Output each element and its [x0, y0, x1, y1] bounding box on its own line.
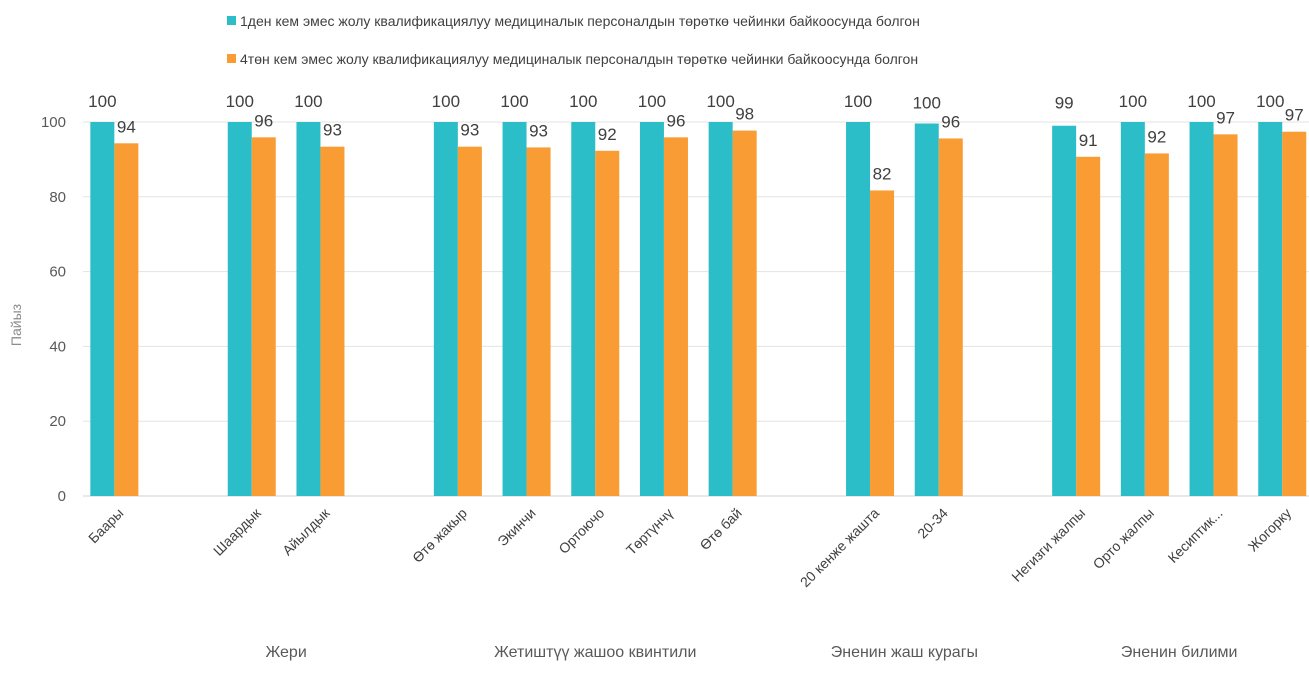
bar-series-1-өтө-жакыр — [433, 122, 458, 496]
x-tick-label-жогорку: Жогорку — [1245, 505, 1295, 555]
bar-series-2-баары — [114, 143, 139, 496]
bar-series-1-кесиптик — [1189, 122, 1214, 496]
x-tick-label-20-кенже-жашта: 20 кенже жашта — [797, 505, 883, 591]
data-label-series-1-ортоючо: 100 — [569, 92, 597, 111]
data-label-series-2-жогорку: 97 — [1285, 106, 1304, 125]
data-label-series-2-экинчи: 93 — [529, 121, 548, 140]
legend-swatch-series-2 — [227, 54, 236, 63]
x-tick-label-экинчи: Экинчи — [494, 505, 538, 549]
x-tick-label-өтө-жакыр: Өтө жакыр — [409, 505, 470, 566]
bar-series-2-кесиптик — [1213, 134, 1238, 497]
legend-label-series-2: 4төн кем эмес жолу квалификациялуу медиц… — [240, 51, 918, 67]
y-tick-label-100: 100 — [41, 114, 66, 131]
bar-series-2-орто-жалпы — [1144, 153, 1169, 496]
x-tick-label-өтө-бай: Өтө бай — [696, 505, 744, 553]
y-tick-label-60: 60 — [49, 264, 66, 281]
gridlines — [83, 121, 1309, 497]
legend-swatch-series-1 — [227, 16, 236, 25]
group-label-4: Эненин жаш курагы — [831, 644, 978, 661]
data-label-series-1-негизги-жалпы: 99 — [1055, 93, 1074, 112]
data-label-series-1-өтө-бай: 100 — [706, 92, 734, 111]
bar-series-2-шаардык — [251, 137, 276, 497]
data-label-series-1-төртүнчү: 100 — [638, 92, 666, 111]
bar-series-2-20-34 — [938, 138, 963, 496]
bar-series-1-орто-жалпы — [1120, 122, 1145, 496]
data-label-series-2-төртүнчү: 96 — [666, 111, 685, 130]
bar-series-2-ортоючо — [595, 150, 620, 496]
y-tick-labels: 0 20 40 60 80 100 — [41, 114, 66, 505]
data-label-series-1-20-34: 100 — [913, 93, 941, 112]
bar-series-1-20-34 — [914, 123, 939, 496]
data-label-series-1-экинчи: 100 — [500, 92, 528, 111]
y-tick-label-40: 40 — [49, 338, 66, 355]
bar-series-1-жогорку — [1258, 122, 1283, 496]
group-label-2: Жери — [265, 644, 306, 661]
data-label-series-1-айылдык: 100 — [294, 92, 322, 111]
x-tick-labels: Баары Шаардык Айылдык Өтө жакыр Экинчи Ортоюч… — [85, 504, 1294, 590]
data-label-series-1-шаардык: 100 — [226, 92, 254, 111]
y-tick-label-80: 80 — [49, 189, 66, 206]
legend: 1ден кем эмес жолу квалификациялуу медиц… — [227, 13, 920, 67]
group-labels: Жери Жетиштүү жашоо квинтили Эненин жаш ку… — [265, 644, 1237, 661]
bar-series-1-ортоючо — [571, 122, 596, 496]
bar-series-2-негизги-жалпы — [1076, 156, 1101, 497]
bar-series-2-жогорку — [1282, 131, 1307, 496]
legend-label-series-1: 1ден кем эмес жолу квалификациялуу медиц… — [240, 13, 920, 29]
data-label-series-2-20-34: 96 — [941, 112, 960, 131]
x-tick-label-ортоючо: Ортоючо — [555, 505, 607, 557]
data-label-series-2-орто-жалпы: 92 — [1147, 127, 1166, 146]
group-label-3: Жетиштүү жашоо квинтили — [494, 644, 696, 661]
data-label-series-1-кесиптик: 100 — [1187, 92, 1215, 111]
data-label-series-2-кесиптик: 97 — [1216, 108, 1235, 127]
bar-series-1-20-кенже-жашта — [846, 122, 871, 496]
bar-series-2-20-кенже-жашта — [870, 190, 895, 496]
x-tick-label-кесиптик: Кесиптик... — [1165, 505, 1226, 566]
y-tick-label-0: 0 — [58, 488, 66, 505]
bar-series-2-өтө-бай — [732, 130, 757, 497]
bar-series-2-айылдык — [320, 146, 345, 496]
data-label-series-1-жогорку: 100 — [1256, 92, 1284, 111]
bar-series-2-өтө-жакыр — [457, 146, 482, 496]
data-label-series-2-шаардык: 96 — [254, 111, 273, 130]
data-label-series-1-баары: 100 — [88, 92, 116, 111]
bar-series-1-негизги-жалпы — [1052, 125, 1077, 497]
x-tick-label-баары: Баары — [85, 505, 126, 546]
data-label-series-2-негизги-жалпы: 91 — [1079, 131, 1098, 150]
x-tick-label-негизги-жалпы: Негизги жалпы — [1008, 505, 1088, 585]
data-label-series-1-20-кенже-жашта: 100 — [844, 92, 872, 111]
x-tick-label-шаардык: Шаардык — [210, 504, 265, 559]
data-label-series-2-айылдык: 93 — [323, 121, 342, 140]
data-labels: 1009410096100931009310093100921009610098… — [88, 92, 1304, 183]
bar-series-1-баары — [90, 122, 115, 496]
bar-series-1-төртүнчү — [639, 122, 664, 496]
data-label-series-1-өтө-жакыр: 100 — [432, 92, 460, 111]
x-tick-label-20-34: 20-34 — [914, 505, 951, 542]
group-label-5: Эненин билими — [1121, 644, 1238, 661]
bar-series-2-экинчи — [526, 147, 551, 496]
y-axis-label: Пайыз — [8, 304, 24, 346]
bars — [90, 122, 1307, 497]
data-label-series-2-өтө-жакыр: 93 — [460, 121, 479, 140]
x-tick-label-төртүнчү: Төртүнчү — [623, 505, 676, 558]
data-label-series-2-20-кенже-жашта: 82 — [873, 164, 892, 183]
bar-series-1-экинчи — [502, 122, 527, 496]
data-label-series-2-баары: 94 — [117, 117, 136, 136]
x-tick-label-орто-жалпы: Орто жалпы — [1090, 505, 1157, 572]
x-tick-label-айылдык: Айылдык — [279, 504, 333, 558]
data-label-series-2-ортоючо: 92 — [598, 125, 617, 144]
bar-series-1-айылдык — [296, 122, 321, 496]
data-label-series-1-орто-жалпы: 100 — [1119, 92, 1147, 111]
bar-series-1-өтө-бай — [708, 122, 733, 496]
data-label-series-2-өтө-бай: 98 — [735, 105, 754, 124]
bar-series-1-шаардык — [227, 122, 252, 496]
bar-series-2-төртүнчү — [663, 137, 688, 497]
y-tick-label-20: 20 — [49, 413, 66, 430]
